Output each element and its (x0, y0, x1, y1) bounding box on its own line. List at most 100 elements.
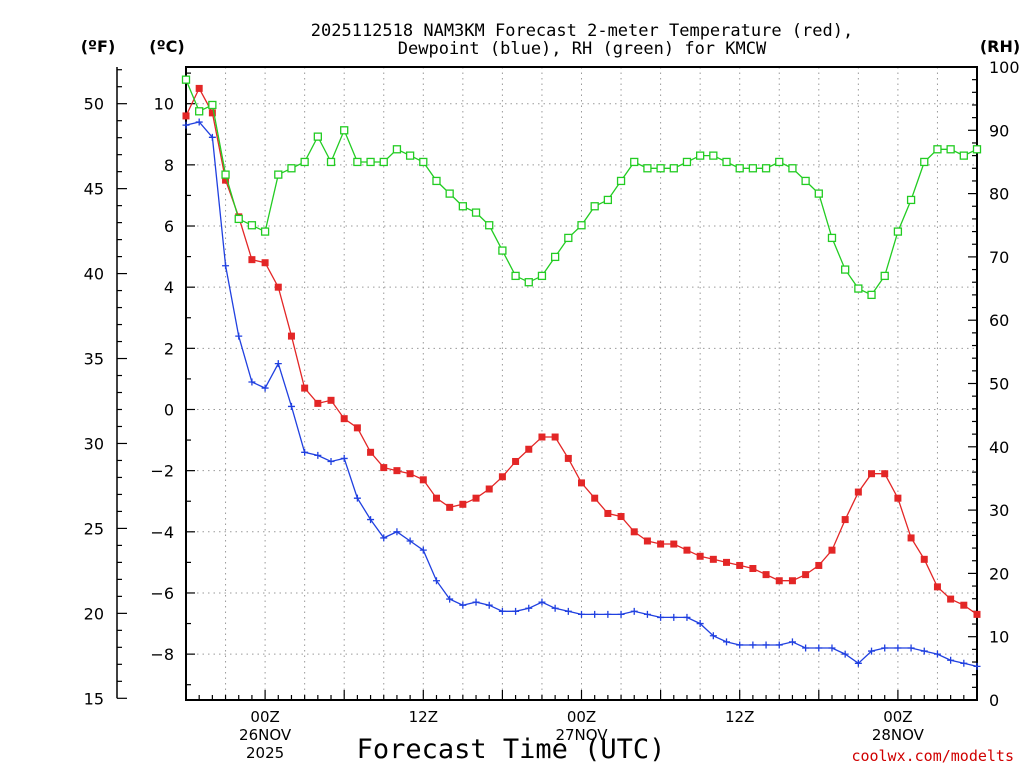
dewpoint-point (683, 613, 691, 621)
rh-point (590, 202, 599, 211)
temperature-point (604, 509, 612, 517)
rh-tick-label: 20 (989, 564, 1009, 583)
dewpoint-point (353, 494, 361, 502)
temperature-point (907, 534, 915, 542)
rh-unit-label: (RH) (980, 37, 1020, 56)
dewpoint-point (419, 546, 427, 554)
temperature-point (287, 332, 295, 340)
rh-point (524, 278, 533, 287)
dewpoint-point (367, 516, 375, 524)
temperature-point (920, 555, 928, 563)
temperature-point (828, 546, 836, 554)
dewpoint-point (802, 644, 810, 652)
temperature-point (762, 571, 770, 579)
dewpoint-point (182, 121, 190, 129)
dewpoint-point (591, 610, 599, 618)
dewpoint-point (736, 641, 744, 649)
temperature-point (578, 479, 585, 487)
dewpoint-point (670, 613, 678, 621)
dewpoint-point (512, 607, 520, 615)
rh-point (630, 157, 639, 167)
dewpoint-point (538, 598, 546, 606)
rh-point (208, 100, 217, 110)
rh-point (893, 227, 903, 236)
celsius-tick-label: 2 (164, 339, 174, 358)
temperature-point (327, 396, 335, 404)
temperature-point (947, 595, 955, 603)
rh-point (761, 164, 771, 173)
dewpoint-point (287, 402, 295, 410)
dewpoint-point (380, 534, 388, 542)
dewpoint-point (788, 638, 796, 646)
rh-point (340, 126, 349, 135)
temperature-point (723, 558, 731, 566)
rh-point (656, 164, 665, 173)
temperature-point (459, 500, 467, 508)
rh-tick-label: 80 (989, 185, 1009, 204)
rh-point (353, 157, 362, 167)
temperature-point (657, 540, 665, 548)
dewpoint-point (446, 595, 454, 603)
dewpoint-point (340, 454, 348, 462)
rh-tick-label: 30 (989, 501, 1009, 520)
temperature-point (498, 473, 506, 481)
temperature-point (432, 494, 440, 502)
celsius-unit-label: (ºC) (149, 37, 184, 56)
temperature-point (973, 610, 981, 618)
rh-point (814, 189, 823, 198)
dewpoint-point (894, 644, 902, 652)
rh-point (880, 271, 889, 281)
credit-text: coolwx.com/modelts (851, 747, 1014, 765)
dewpoint-point (235, 332, 243, 340)
rh-point (722, 157, 731, 167)
celsius-tick-label: 10 (154, 95, 174, 114)
rh-point (445, 189, 454, 198)
rh-point (577, 221, 586, 230)
temperature-point (261, 259, 269, 267)
temperature-point (301, 384, 309, 392)
temperature-point (802, 571, 810, 579)
rh-point (313, 132, 322, 141)
rh-point (854, 284, 863, 293)
dewpoint-point (208, 133, 216, 141)
rh-point (920, 157, 929, 167)
rh-point (946, 145, 955, 154)
rh-tick-label: 70 (989, 248, 1009, 267)
temperature-point (709, 555, 717, 563)
temperature-point (340, 415, 348, 423)
fahrenheit-tick-label: 15 (84, 689, 104, 708)
x-tick-label: 00Z (567, 708, 596, 726)
x-tick-label: 28NOV (872, 726, 925, 744)
dewpoint-point (643, 610, 651, 618)
fahrenheit-unit-label: (ºF) (81, 37, 116, 56)
rh-tick-label: 40 (989, 438, 1009, 457)
rh-point (801, 176, 810, 186)
rh-point (274, 170, 283, 179)
rh-point (696, 151, 705, 160)
dewpoint-point (868, 647, 876, 655)
fahrenheit-tick-label: 25 (84, 519, 104, 538)
dewpoint-point (222, 262, 230, 270)
dewpoint-point (604, 610, 612, 618)
rh-point (709, 151, 718, 160)
dewpoint-point (551, 604, 559, 612)
rh-point (972, 145, 982, 154)
dewpoint-point (841, 650, 849, 658)
temperature-point (182, 112, 190, 120)
rh-tick-label: 0 (989, 691, 999, 710)
dewpoint-point (907, 644, 915, 652)
rh-point (498, 246, 507, 255)
rh-point (906, 195, 916, 205)
dewpoint-point (564, 607, 572, 615)
rh-point (195, 107, 204, 116)
rh-point (682, 157, 692, 167)
rh-tick-label: 100 (989, 58, 1020, 77)
rh-point (471, 208, 481, 217)
temperature-point (446, 503, 454, 511)
dewpoint-point (630, 607, 638, 615)
temperature-point (512, 457, 520, 465)
dewpoint-point (498, 607, 506, 615)
rh-point (419, 157, 428, 167)
x-tick-label: 00Z (883, 708, 912, 726)
